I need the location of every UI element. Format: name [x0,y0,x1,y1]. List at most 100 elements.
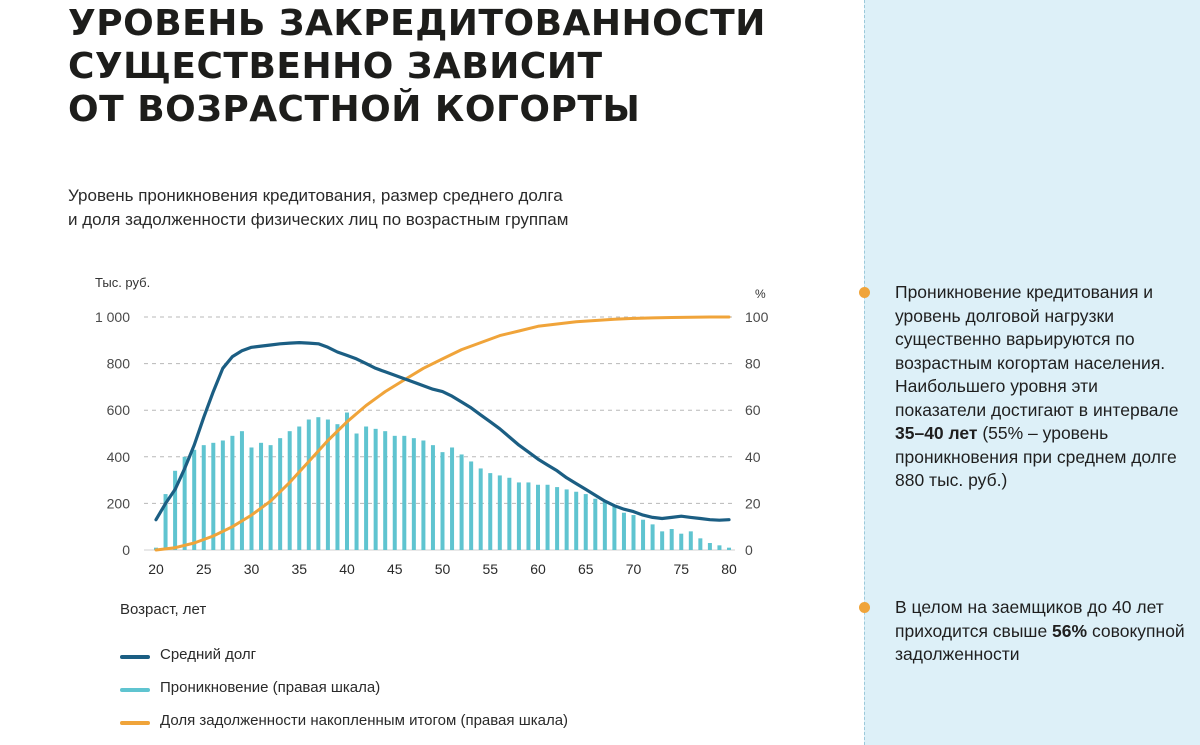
bar-penetration [383,431,388,550]
x-tick-label: 45 [387,561,403,577]
legend-swatch-penetration [120,688,150,692]
bar-penetration [478,468,483,550]
y-tick-label: 800 [107,356,131,372]
bar-penetration [516,482,521,550]
y-tick-label: 200 [107,495,131,511]
note-2-text-end: совокупной задолженности [895,620,1185,665]
note-2-highlight: 56% [1052,620,1088,641]
bar-penetration [411,438,416,550]
subtitle-line-2: и доля задолженности физических лиц по в… [68,210,569,229]
bar-penetration [211,442,216,550]
x-tick-label: 40 [339,561,355,577]
bar-penetration [316,417,321,550]
bar-penetration [593,498,598,550]
subtitle-line-1: Уровень проникновения кредитования, разм… [68,186,563,205]
bar-penetration [536,484,540,550]
bar-penetration [354,433,359,550]
bullet-dot-icon [859,602,870,613]
y2-tick-label: 100 [745,309,769,325]
x-tick-label: 65 [578,561,594,577]
bar-penetration [297,426,302,550]
bar-penetration [373,428,378,550]
bar-penetration [727,547,731,550]
bar-penetration [469,461,474,550]
bar-penetration [402,435,407,550]
bar-penetration [660,531,665,550]
left-axis-unit: Тыс. руб. [95,275,150,290]
x-tick-label: 50 [435,561,451,577]
bar-penetration [707,543,712,550]
bar-penetration [507,477,512,550]
bar-penetration [564,489,569,550]
y-tick-label: 400 [107,449,131,465]
bar-penetration [249,447,254,550]
x-tick-label: 25 [196,561,212,577]
bar-penetration [306,419,311,550]
x-tick-label: 35 [291,561,307,577]
bar-penetration [430,445,435,550]
note-1-text: Проникновение кредитования и уровень дол… [895,282,1179,420]
bar-penetration [717,545,722,550]
bar-penetration [459,454,464,550]
bar-penetration [526,482,531,550]
note-1-text-end: (55% – уровень проникновения при среднем… [895,423,1177,490]
legend-label-penetration: Проникновение (правая шкала) [160,679,381,696]
y2-tick-label: 0 [745,542,753,558]
bar-penetration [259,442,264,550]
bar-penetration [421,440,426,550]
bar-penetration [545,484,550,550]
page-title: УРОВЕНЬ ЗАКРЕДИТОВАННОСТИ СУЩЕСТВЕННО ЗА… [68,2,828,131]
bar-penetration [268,445,273,550]
bar-penetration [239,431,244,550]
bar-penetration [201,445,206,550]
bar-penetration [679,533,684,550]
legend-label-debt: Средний долг [160,646,257,663]
y-tick-label: 600 [107,402,131,418]
bar-penetration [621,512,626,550]
line-average-debt [154,341,731,522]
bar-penetration [688,531,693,550]
y2-tick-label: 60 [745,402,761,418]
note-2: В целом на заемщиков до 40 лет приходитс… [859,596,1185,667]
x-tick-label: 75 [673,561,689,577]
bar-penetration [220,440,225,550]
bar-penetration [583,494,588,550]
y2-tick-label: 80 [745,356,761,372]
bar-penetration [555,487,560,550]
line-share [154,315,731,552]
bar-penetration [278,438,283,550]
bar-penetration [497,475,502,550]
bar-penetration [182,456,187,550]
x-tick-label: 55 [482,561,498,577]
bar-penetration [612,505,617,550]
bar-penetration [450,447,455,550]
title-line-2: СУЩЕСТВЕННО ЗАВИСИТ [68,46,603,87]
legend-swatch-debt [120,655,150,659]
sidebar-panel [864,0,1200,745]
legend-label-share: Доля задолженности накопленным итогом (п… [160,712,569,729]
legend-swatch-share [120,721,150,725]
bar-penetration [335,424,340,550]
chart-subtitle: Уровень проникновения кредитования, разм… [68,184,768,232]
bar-penetration [698,538,703,550]
bar-penetration [669,529,674,550]
bar-penetration [641,519,646,550]
y-tick-label: 0 [122,542,130,558]
y2-tick-label: 40 [745,449,761,465]
x-tick-label: 70 [626,561,642,577]
bar-penetration [192,449,197,550]
bar-penetration [631,515,636,550]
x-tick-label: 30 [244,561,260,577]
bar-penetration [650,524,655,550]
note-1-highlight: 35–40 лет [895,423,978,443]
y-tick-label: 1 000 [95,309,130,325]
bar-penetration [440,452,445,550]
note-1: Проникновение кредитования и уровень дол… [859,281,1185,493]
right-axis-unit: % [755,287,766,301]
x-axis-label: Возраст, лет [120,601,206,618]
bar-penetration [392,435,397,550]
bar-penetration [173,470,178,550]
bar-penetration [325,419,330,550]
chart: 0 200 400 600 800 1 000 0 20 40 60 80 100 20 25 30 35 40… [95,275,769,618]
bar-penetration [574,491,579,550]
